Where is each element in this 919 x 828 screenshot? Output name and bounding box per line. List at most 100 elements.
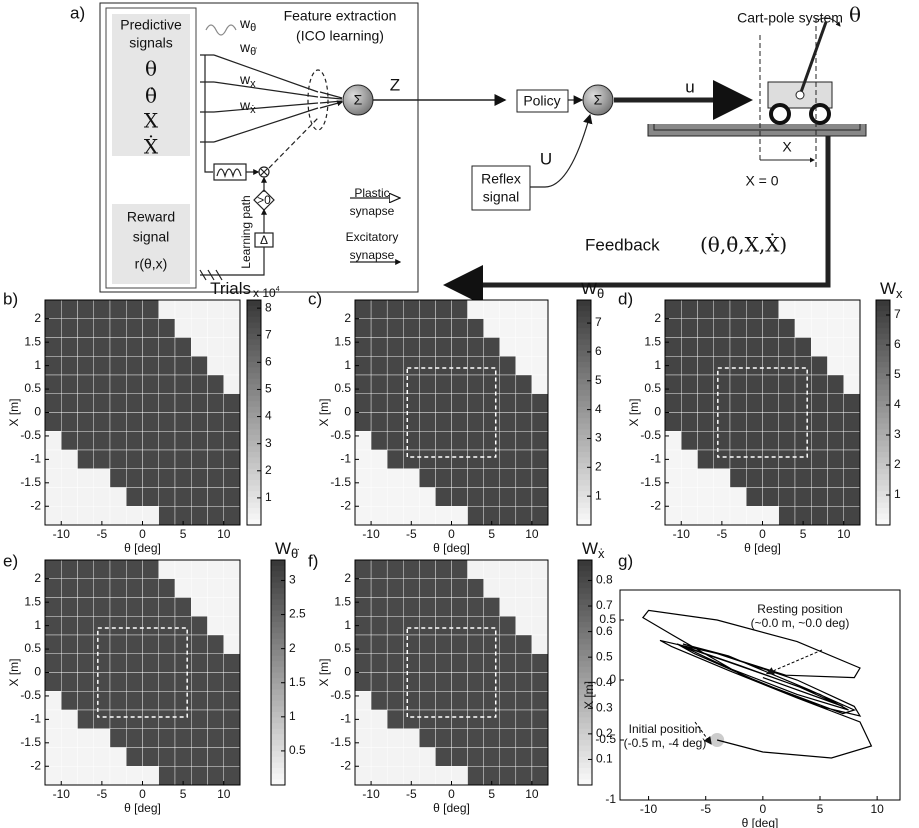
heat-cell [828, 338, 844, 357]
heat-cell [730, 319, 746, 338]
colorbar-step [577, 300, 591, 306]
heat-cell [811, 338, 827, 357]
heat-cell [746, 394, 762, 413]
heat-cell [779, 413, 795, 432]
heat-cell [208, 506, 224, 525]
heat-cell [78, 300, 94, 319]
heat-cell [126, 673, 142, 692]
colorbar-tick-label: 4 [265, 409, 272, 423]
colorbar-step [271, 611, 285, 617]
heat-cell [208, 654, 224, 673]
heat-cell [844, 506, 860, 525]
heat-cell [371, 560, 387, 579]
heat-cell [500, 748, 516, 767]
heat-cell [224, 450, 240, 469]
heat-cell [224, 635, 240, 654]
colorbar-step [271, 695, 285, 701]
colorbar-tick-label: 0.8 [596, 573, 613, 587]
heat-cell [175, 488, 191, 507]
label: (ICO learning) [296, 28, 384, 44]
heat-cell [45, 579, 61, 598]
heat-cell [45, 338, 61, 357]
heat-cell [387, 450, 403, 469]
heat-cell [452, 488, 468, 507]
heat-cell [159, 450, 175, 469]
heat-cell [126, 560, 142, 579]
heat-cell [419, 691, 435, 710]
heat-cell [452, 766, 468, 785]
heat-cell [500, 413, 516, 432]
heat-cell [45, 319, 61, 338]
heat-cell [159, 654, 175, 673]
heat-cell [45, 654, 61, 673]
heat-cell [419, 635, 435, 654]
heat-cell [468, 616, 484, 635]
colorbar-scale: x 104 [253, 286, 280, 300]
heat-cell [730, 450, 746, 469]
label: X [782, 139, 792, 155]
heat-cell [143, 469, 159, 488]
heat-cell [779, 394, 795, 413]
heat-cell [175, 375, 191, 394]
heat-cell [811, 300, 827, 319]
heat-cell [191, 654, 207, 673]
heat-cell [159, 616, 175, 635]
title-main: W [880, 279, 896, 298]
heat-cell [811, 450, 827, 469]
heat-cell [484, 691, 500, 710]
heat-cell [468, 673, 484, 692]
heat-cell [516, 748, 532, 767]
colorbar-step [271, 689, 285, 695]
heat-cell [61, 431, 77, 450]
heat-cell [143, 488, 159, 507]
y-tick-label: 1 [654, 358, 661, 372]
heat-cell [224, 394, 240, 413]
heat-cell [94, 394, 110, 413]
figure: a) Predictive signals θ θ̇ X Ẋ Reward si… [0, 0, 919, 828]
heat-cell [159, 506, 175, 525]
heat-cell [665, 506, 681, 525]
x-axis-label: θ [deg] [433, 541, 470, 555]
heat-cell [795, 413, 811, 432]
heat-cell [208, 560, 224, 579]
annotation: (-0.5 m, -4 deg) [624, 736, 707, 750]
colorbar-step [876, 401, 890, 407]
heat-cell [452, 356, 468, 375]
heat-cell [419, 300, 435, 319]
label: Predictive [120, 17, 182, 33]
heat-cell [746, 413, 762, 432]
colorbar-step [876, 486, 890, 492]
heat-cell [714, 413, 730, 432]
heat-cell [403, 654, 419, 673]
heat-cell [532, 748, 548, 767]
colorbar-step [247, 463, 261, 469]
heat-cell [779, 450, 795, 469]
heat-cell [714, 469, 730, 488]
heat-cell [208, 673, 224, 692]
x-tick-label: 5 [180, 787, 187, 801]
heat-cell [532, 579, 548, 598]
colorbar-step [271, 639, 285, 645]
colorbar-step [876, 317, 890, 323]
heat-cell [828, 469, 844, 488]
colorbar-step [271, 667, 285, 673]
heat-cell [191, 729, 207, 748]
heat-cell [143, 748, 159, 767]
heat-cell [191, 469, 207, 488]
colorbar-tick-label: 1 [265, 490, 272, 504]
heat-cell [532, 710, 548, 729]
heat-cell [143, 413, 159, 432]
heat-cell [110, 654, 126, 673]
heat-cell [516, 413, 532, 432]
colorbar-step [271, 678, 285, 684]
heat-cell [143, 338, 159, 357]
heat-cell [403, 710, 419, 729]
heat-cell [45, 691, 61, 710]
heat-cell [126, 710, 142, 729]
heat-cell [532, 488, 548, 507]
colorbar-step [271, 661, 285, 667]
heat-cell [452, 338, 468, 357]
heat-cell [371, 375, 387, 394]
heat-cell [435, 413, 451, 432]
heat-cell [763, 319, 779, 338]
